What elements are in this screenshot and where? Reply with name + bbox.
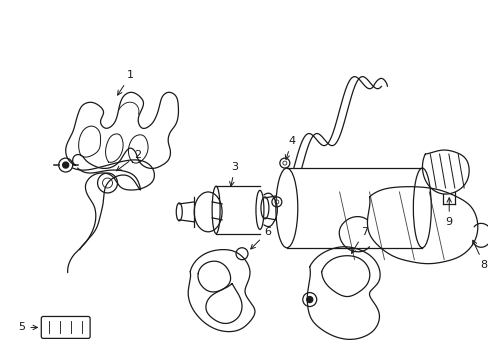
Text: 1: 1 [118,71,134,95]
Text: 4: 4 [285,136,295,159]
Text: 5: 5 [19,323,38,332]
Text: 8: 8 [471,240,487,270]
Text: 2: 2 [116,150,141,171]
Text: 3: 3 [229,162,238,186]
Text: 6: 6 [250,227,271,249]
Circle shape [306,297,312,302]
Text: 9: 9 [445,198,452,227]
Text: 7: 7 [351,227,367,253]
Circle shape [62,162,68,168]
